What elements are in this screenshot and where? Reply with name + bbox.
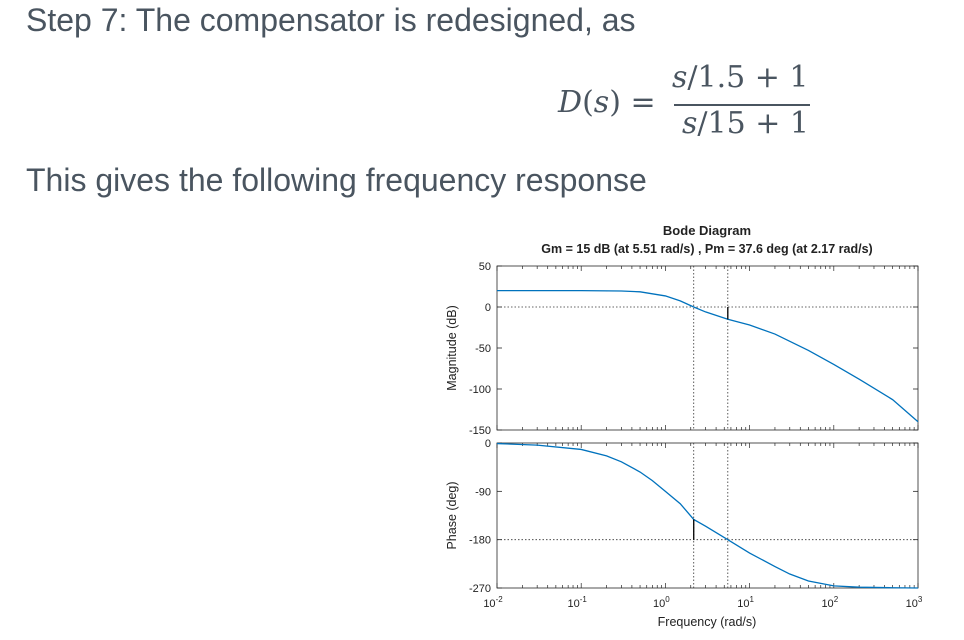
denominator-rest: /15 + 1 bbox=[697, 106, 809, 141]
numerator-variable: s bbox=[672, 60, 688, 95]
magnitude-ytick-label: 0 bbox=[485, 302, 491, 314]
xtick-label: 103 bbox=[906, 595, 923, 610]
compensator-equation: D(s) = s/1.5 + 1 s/15 + 1 bbox=[558, 58, 818, 148]
fraction-bar bbox=[674, 104, 810, 106]
phase-ytick-label: 0 bbox=[485, 438, 491, 450]
magnitude-panel: 50 0 -50 -100 -150 Magnitude (dB) bbox=[445, 261, 919, 437]
equation-lhs-variable: s bbox=[593, 85, 610, 120]
phase-series-line bbox=[496, 442, 919, 589]
xtick-label: 101 bbox=[737, 595, 754, 610]
denominator-variable: s bbox=[682, 106, 698, 141]
phase-ytick-label: -180 bbox=[469, 535, 491, 547]
phase-ytick-label: -90 bbox=[475, 486, 491, 498]
magnitude-ytick-label: -50 bbox=[475, 343, 491, 355]
phase-ylabel: Phase (deg) bbox=[445, 481, 459, 549]
xtick-label: 10-1 bbox=[568, 595, 588, 610]
slide-heading: Step 7: The compensator is redesigned, a… bbox=[26, 2, 636, 38]
slide-subheading: This gives the following frequency respo… bbox=[26, 162, 647, 198]
phase-axes-box bbox=[496, 442, 919, 589]
equation-lhs: D(s) = bbox=[558, 85, 656, 120]
chart-subtitle: Gm = 15 dB (at 5.51 rad/s) , Pm = 37.6 d… bbox=[541, 242, 872, 256]
xtick-label: 102 bbox=[821, 595, 838, 610]
x-axis-label: Frequency (rad/s) bbox=[658, 615, 757, 629]
magnitude-ylabel: Magnitude (dB) bbox=[445, 305, 459, 390]
equation-function-name: D bbox=[558, 85, 583, 120]
magnitude-series-line bbox=[497, 289, 919, 423]
magnitude-ytick-label: 50 bbox=[479, 261, 491, 273]
equation-denominator: s/15 + 1 bbox=[682, 106, 809, 141]
xtick-label: 100 bbox=[653, 595, 670, 610]
magnitude-ytick-label: -100 bbox=[469, 384, 491, 396]
magnitude-ytick-label: -150 bbox=[469, 425, 491, 437]
phase-ytick-label: -270 bbox=[469, 583, 491, 595]
xtick-label: 10-2 bbox=[483, 595, 503, 610]
x-axis-ticks: 10-2 10-1 100 101 102 103 bbox=[483, 595, 923, 610]
bode-diagram: Bode Diagram Gm = 15 dB (at 5.51 rad/s) … bbox=[445, 223, 923, 629]
numerator-rest: /1.5 + 1 bbox=[687, 60, 809, 95]
phase-panel: 0 -90 -180 -270 Phase (deg) bbox=[445, 438, 919, 595]
equation-equals: = bbox=[630, 85, 656, 120]
equation-numerator: s/1.5 + 1 bbox=[672, 60, 809, 95]
chart-title: Bode Diagram bbox=[663, 223, 751, 238]
